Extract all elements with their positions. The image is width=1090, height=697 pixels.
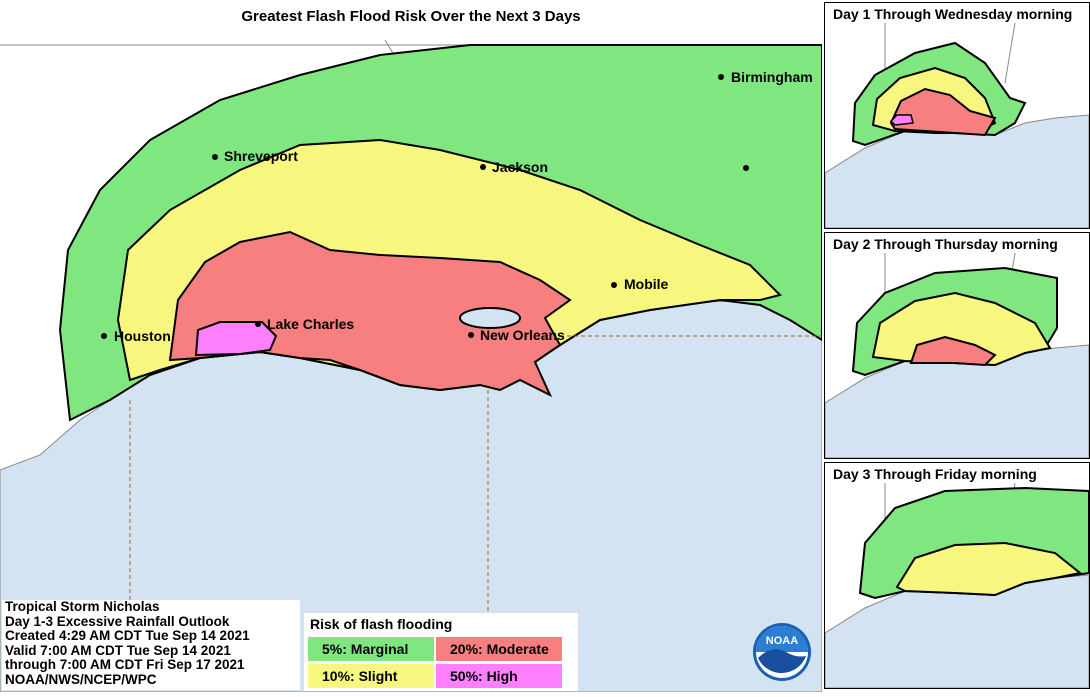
city-jackson: Jackson xyxy=(492,159,548,175)
main-map: Birmingham Shreveport Jackson Mobile Lak… xyxy=(0,8,823,693)
legend-high: 50%: High xyxy=(436,664,562,688)
info-product: Day 1-3 Excessive Rainfall Outlook xyxy=(5,613,230,629)
inset-day3-title: Day 3 Through Friday morning xyxy=(833,466,1037,482)
city-mobile: Mobile xyxy=(624,276,669,292)
city-birmingham: Birmingham xyxy=(731,69,813,85)
legend-title: Risk of flash flooding xyxy=(310,616,453,632)
inset-day3: Day 3 Through Friday morning xyxy=(824,462,1090,689)
city-houston: Houston xyxy=(114,328,171,344)
city-shreveport: Shreveport xyxy=(224,148,298,164)
legend-slight: 10%: Slight xyxy=(308,664,434,688)
city-lake-charles: Lake Charles xyxy=(267,316,354,332)
inset-day1-map xyxy=(825,23,1089,228)
main-map-svg: Birmingham Shreveport Jackson Mobile Lak… xyxy=(0,39,823,693)
info-created: Created 4:29 AM CDT Tue Sep 14 2021 xyxy=(5,628,250,643)
inset-day3-map xyxy=(825,483,1089,688)
legend: Risk of flash flooding 5%: Marginal 20%:… xyxy=(304,613,578,691)
moderate-area xyxy=(168,230,572,398)
noaa-logo: NOAA xyxy=(753,623,811,681)
map-title: Greatest Flash Flood Risk Over the Next … xyxy=(241,8,581,25)
city-new-orleans: New Orleans xyxy=(480,327,565,343)
info-storm-name: Tropical Storm Nicholas xyxy=(5,599,160,614)
lake-pontchartrain xyxy=(459,307,521,329)
info-through: through 7:00 AM CDT Fri Sep 17 2021 xyxy=(5,657,245,672)
inset-day1-title: Day 1 Through Wednesday morning xyxy=(833,6,1073,22)
inset-day2-title: Day 2 Through Thursday morning xyxy=(833,236,1058,252)
legend-marginal: 5%: Marginal xyxy=(308,637,434,661)
inset-day2-map xyxy=(825,253,1089,458)
info-agency: NOAA/NWS/NCEP/WPC xyxy=(5,671,157,687)
info-valid: Valid 7:00 AM CDT Tue Sep 14 2021 xyxy=(5,642,231,658)
outlook-info: Tropical Storm Nicholas Day 1-3 Excessiv… xyxy=(2,599,300,690)
inset-day2: Day 2 Through Thursday morning xyxy=(824,232,1090,459)
legend-moderate: 20%: Moderate xyxy=(436,637,562,661)
grid-lines xyxy=(129,335,822,613)
high-area xyxy=(194,321,278,357)
noaa-logo-text: NOAA xyxy=(766,635,798,647)
city-markers xyxy=(101,74,749,339)
inset-day1: Day 1 Through Wednesday morning xyxy=(824,2,1090,229)
